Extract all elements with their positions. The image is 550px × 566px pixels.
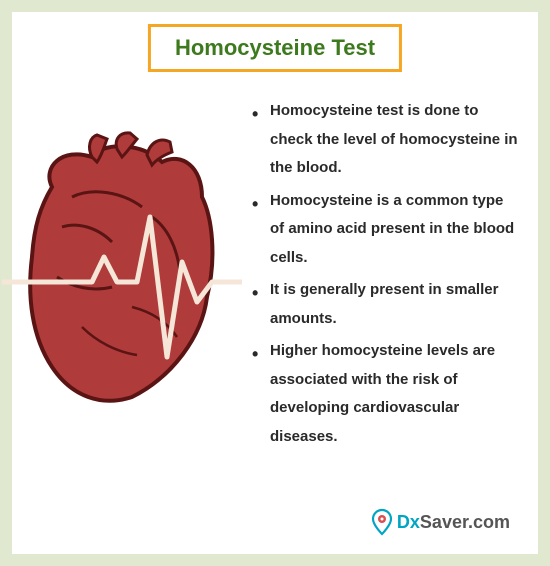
content-row: Homocysteine test is done to check the l… <box>12 97 538 455</box>
title-box: Homocysteine Test <box>148 24 402 72</box>
heart-icon <box>2 127 242 417</box>
bullet-list: Homocysteine test is done to check the l… <box>242 97 538 455</box>
logo-suffix: .com <box>468 512 510 532</box>
list-item: It is generally present in smaller amoun… <box>252 276 518 333</box>
infographic-card: Homocysteine Test <box>12 12 538 554</box>
list-item: Higher homocysteine levels are associate… <box>252 337 518 451</box>
brand-logo: DxSaver.com <box>371 508 510 536</box>
list-item: Homocysteine test is done to check the l… <box>252 97 518 183</box>
logo-main: Saver <box>420 512 468 532</box>
heart-illustration <box>2 127 242 417</box>
logo-text: DxSaver.com <box>397 512 510 533</box>
map-pin-icon <box>371 508 393 536</box>
list-item: Homocysteine is a common type of amino a… <box>252 187 518 273</box>
logo-prefix: Dx <box>397 512 420 532</box>
page-title: Homocysteine Test <box>175 35 375 61</box>
